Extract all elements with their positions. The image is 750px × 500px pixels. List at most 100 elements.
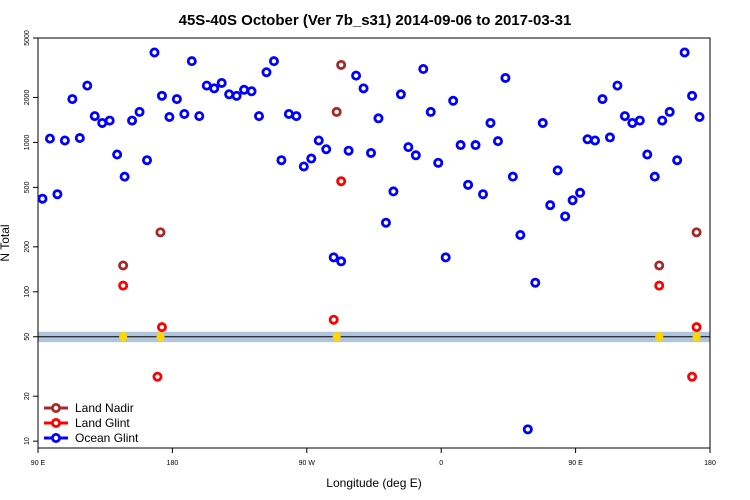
data-point: [313, 135, 324, 146]
data-point: [119, 171, 130, 182]
data-point: [358, 83, 369, 94]
data-point: [268, 56, 279, 67]
y-tick-label: 200: [24, 241, 31, 253]
y-tick-label: 100: [24, 286, 31, 298]
highlight-layer: [119, 331, 701, 342]
threshold-highlight: [692, 331, 701, 342]
x-tick-label: 0: [439, 460, 443, 467]
data-point: [171, 94, 182, 105]
data-point: [142, 155, 153, 166]
data-point: [388, 186, 399, 197]
threshold-highlight: [156, 331, 165, 342]
data-point: [654, 280, 665, 291]
data-point: [537, 117, 548, 128]
x-axis-label: Longitude (deg E): [326, 476, 421, 490]
data-point: [261, 67, 272, 78]
data-point: [336, 256, 347, 267]
threshold-highlight: [655, 331, 664, 342]
data-point: [149, 47, 160, 58]
data-point: [112, 149, 123, 160]
data-point: [366, 147, 377, 158]
data-point: [179, 108, 190, 119]
data-point: [657, 115, 668, 126]
data-point: [478, 189, 489, 200]
data-point: [545, 200, 556, 211]
data-point: [82, 80, 93, 91]
data-point: [590, 135, 601, 146]
data-point: [654, 260, 665, 271]
data-point: [164, 111, 175, 122]
threshold-highlight: [332, 331, 341, 342]
data-point: [331, 106, 342, 117]
data-point: [373, 113, 384, 124]
data-point: [89, 111, 100, 122]
x-tick-label: 180: [704, 460, 716, 467]
data-point: [156, 322, 167, 333]
data-point: [44, 133, 55, 144]
data-point: [52, 189, 63, 200]
y-tick-label: 10: [24, 437, 31, 445]
data-point: [306, 153, 317, 164]
data-point: [642, 149, 653, 160]
data-point: [403, 142, 414, 153]
legend-marker: [51, 432, 62, 443]
data-point: [567, 195, 578, 206]
data-point: [560, 211, 571, 222]
legend-label: Land Glint: [75, 416, 130, 430]
data-point: [575, 187, 586, 198]
data-point: [455, 140, 466, 151]
data-point: [515, 229, 526, 240]
series-land_glint: [118, 176, 702, 382]
data-point: [216, 77, 227, 88]
data-point: [687, 371, 698, 382]
data-point: [604, 132, 615, 143]
data-point: [134, 106, 145, 117]
data-point: [224, 89, 235, 100]
data-point: [672, 155, 683, 166]
data-point: [231, 90, 242, 101]
data-point: [127, 115, 138, 126]
data-point: [152, 371, 163, 382]
x-tick-label: 180: [167, 460, 179, 467]
data-point: [552, 165, 563, 176]
data-point: [155, 227, 166, 238]
data-point: [67, 94, 78, 105]
data-point: [530, 277, 541, 288]
data-point: [336, 59, 347, 70]
data-point: [209, 83, 220, 94]
data-point: [664, 106, 675, 117]
data-point: [500, 72, 511, 83]
data-point: [291, 111, 302, 122]
y-tick-label: 5000: [24, 30, 31, 46]
x-tick-label: 90 W: [299, 460, 316, 467]
data-point: [679, 47, 690, 58]
plot-frame: [37, 37, 711, 449]
data-point: [492, 136, 503, 147]
data-point: [694, 111, 705, 122]
y-tick-label: 50: [24, 333, 31, 341]
data-point: [321, 144, 332, 155]
data-point: [246, 86, 257, 97]
data-point: [104, 115, 115, 126]
data-point: [418, 64, 429, 75]
data-point: [336, 176, 347, 187]
data-point: [691, 227, 702, 238]
series-land_nadir: [118, 59, 702, 271]
data-point: [410, 150, 421, 161]
data-point: [522, 424, 533, 435]
data-point: [687, 90, 698, 101]
data-point: [118, 280, 129, 291]
data-point: [470, 140, 481, 151]
data-point: [612, 80, 623, 91]
x-axis: 90 E 180 90 W 0 90 E 180: [31, 448, 716, 467]
y-tick-label: 1000: [24, 135, 31, 151]
data-point: [254, 111, 265, 122]
data-point: [619, 111, 630, 122]
chart-title: 45S-40S October (Ver 7b_s31) 2014-09-06 …: [179, 12, 572, 29]
data-point: [582, 134, 593, 145]
legend-marker: [51, 402, 62, 413]
data-point: [507, 171, 518, 182]
data-point: [239, 84, 250, 95]
